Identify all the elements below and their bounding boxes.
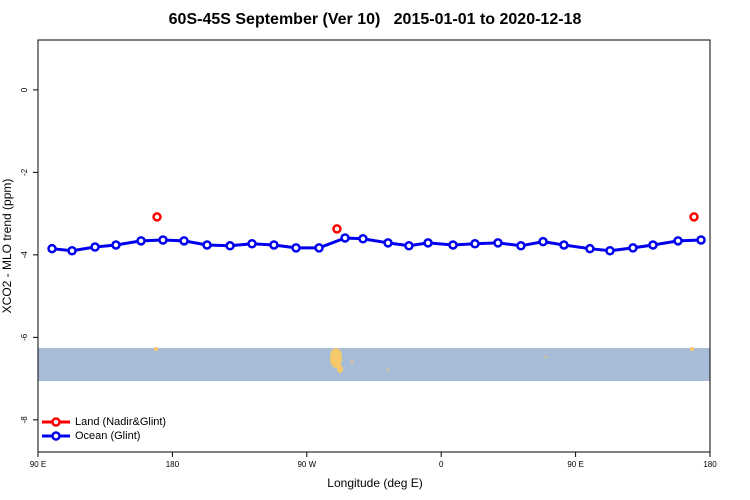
chart-title: 60S-45S September (Ver 10) 2015-01-01 to… [169, 11, 582, 28]
point [47, 243, 57, 254]
y-tick-label: -4 [20, 251, 29, 259]
point [90, 242, 100, 252]
point [516, 241, 526, 251]
point [332, 224, 342, 234]
point [404, 241, 414, 251]
point [225, 241, 235, 251]
legend-label: Ocean (Glint) [75, 430, 140, 442]
point [585, 243, 595, 254]
point [689, 212, 699, 222]
point [314, 243, 324, 253]
legend-marker [51, 417, 61, 427]
point [340, 233, 350, 243]
point [559, 240, 569, 250]
point [673, 236, 683, 246]
y-tick-label: -6 [20, 333, 29, 341]
legend-label: Land (Nadir&Glint) [75, 416, 166, 428]
x-tick-label: 180 [166, 460, 180, 469]
point [628, 243, 638, 253]
point [696, 235, 706, 245]
y-tick-label: -8 [20, 416, 29, 424]
x-tick-label: 0 [439, 460, 444, 469]
series-line [51, 236, 702, 253]
y-tick-label: 0 [20, 87, 29, 92]
x-tick-label: 90 W [297, 460, 316, 469]
x-axis-label: Longitude (deg E) [327, 476, 422, 490]
point [538, 236, 548, 247]
point [247, 238, 257, 249]
x-tick-label: 90 E [567, 460, 583, 469]
point [448, 240, 458, 250]
point [202, 240, 212, 250]
x-tick-label: 90 E [30, 460, 46, 469]
point [179, 236, 189, 246]
land-blobs [154, 347, 694, 373]
point [383, 238, 393, 248]
land-band [38, 348, 710, 381]
point [67, 245, 77, 256]
legend-marker [51, 431, 61, 441]
point [470, 238, 480, 249]
point [493, 238, 503, 248]
y-axis-label: XCO2 - MLO trend (ppm) [0, 179, 14, 314]
point [423, 238, 433, 248]
plot-frame [37, 39, 711, 453]
point [152, 212, 162, 222]
point [111, 240, 121, 250]
point [605, 245, 615, 256]
point [136, 236, 146, 246]
x-tick-label: 180 [703, 460, 717, 469]
point [291, 243, 301, 253]
y-tick-label: -2 [20, 168, 29, 176]
point [158, 235, 168, 245]
point [269, 240, 279, 250]
point [358, 234, 368, 244]
point [648, 240, 658, 250]
